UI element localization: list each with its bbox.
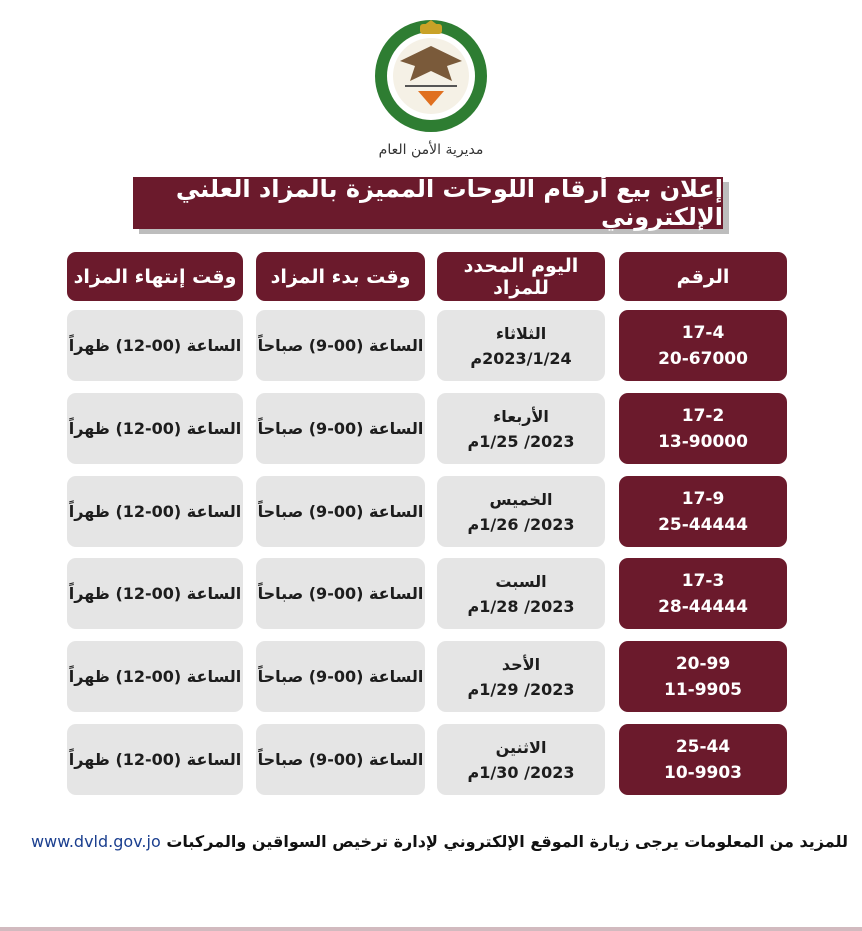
cell-date: 2023/ 1/30م (467, 762, 575, 782)
auction-day-cell: السبت 2023/ 1/28م (437, 558, 605, 629)
bottom-divider (0, 927, 862, 931)
cell-end: الساعة (00-12) ظهراً (68, 667, 242, 686)
header-auction-day: اليوم المحدد للمزاد (437, 252, 605, 301)
start-time-cell: الساعة (00-9) صباحاً (256, 558, 425, 629)
cell-start: الساعة (00-9) صباحاً (257, 336, 424, 355)
cell-end: الساعة (00-12) ظهراً (68, 584, 242, 603)
auction-day-cell: الأربعاء 2023/ 1/25م (437, 393, 605, 464)
cell-num2: 20-67000 (658, 348, 748, 369)
cell-day: الثلاثاء (495, 323, 547, 343)
cell-day: الأحد (501, 654, 541, 674)
plate-number-cell: 17-4 20-67000 (619, 310, 787, 381)
cell-start: الساعة (00-9) صباحاً (257, 419, 424, 438)
start-time-cell: الساعة (00-9) صباحاً (256, 310, 425, 381)
cell-end: الساعة (00-12) ظهراً (68, 502, 242, 521)
plate-number-cell: 25-44 10-9903 (619, 724, 787, 795)
end-time-cell: الساعة (00-12) ظهراً (67, 476, 243, 547)
end-time-cell: الساعة (00-12) ظهراً (67, 641, 243, 712)
start-time-cell: الساعة (00-9) صباحاً (256, 641, 425, 712)
cell-num2: 13-90000 (658, 431, 748, 452)
start-time-cell: الساعة (00-9) صباحاً (256, 476, 425, 547)
cell-date: 2023/1/24م (470, 348, 572, 368)
footer-note: للمزيد من المعلومات يرجى زيارة الموقع ال… (14, 832, 848, 851)
page-title: إعلان بيع أرقام اللوحات المميزة بالمزاد … (133, 175, 723, 231)
end-time-cell: الساعة (00-12) ظهراً (67, 558, 243, 629)
cell-num1: 25-44 (675, 736, 731, 757)
end-time-cell: الساعة (00-12) ظهراً (67, 310, 243, 381)
cell-num1: 17-4 (681, 322, 725, 343)
cell-num1: 20-99 (675, 653, 731, 674)
cell-day: الخميس (489, 489, 553, 509)
start-time-cell: الساعة (00-9) صباحاً (256, 393, 425, 464)
cell-date: 2023/ 1/25م (467, 431, 575, 451)
cell-day: السبت (495, 571, 547, 591)
cell-day: الاثنين (495, 737, 547, 757)
logo-caption: مديرية الأمن العام (379, 140, 484, 158)
cell-num2: 25-44444 (658, 514, 748, 535)
cell-date: 2023/ 1/28م (467, 596, 575, 616)
auction-day-cell: الأحد 2023/ 1/29م (437, 641, 605, 712)
cell-day: الأربعاء (493, 406, 549, 426)
cell-end: الساعة (00-12) ظهراً (68, 419, 242, 438)
cell-start: الساعة (00-9) صباحاً (257, 502, 424, 521)
website-link[interactable]: www.dvld.gov.jo (31, 832, 161, 851)
header-end-time: وقت إنتهاء المزاد (67, 252, 243, 301)
cell-num2: 10-9903 (663, 762, 743, 783)
cell-start: الساعة (00-9) صباحاً (257, 584, 424, 603)
auction-day-cell: الخميس 2023/ 1/26م (437, 476, 605, 547)
cell-num1: 17-2 (681, 405, 725, 426)
plate-number-cell: 17-3 28-44444 (619, 558, 787, 629)
public-security-emblem-logo: مديرية الأمن العام (375, 20, 487, 158)
end-time-cell: الساعة (00-12) ظهراً (67, 724, 243, 795)
cell-num2: 28-44444 (658, 596, 748, 617)
header-start-time: وقت بدء المزاد (256, 252, 425, 301)
cell-date: 2023/ 1/26م (467, 514, 575, 534)
cell-num1: 17-3 (681, 570, 725, 591)
cell-end: الساعة (00-12) ظهراً (68, 750, 242, 769)
cell-start: الساعة (00-9) صباحاً (257, 750, 424, 769)
plate-number-cell: 17-2 13-90000 (619, 393, 787, 464)
plate-number-cell: 20-99 11-9905 (619, 641, 787, 712)
cell-num2: 11-9905 (663, 679, 743, 700)
plate-number-cell: 17-9 25-44444 (619, 476, 787, 547)
auction-day-cell: الثلاثاء 2023/1/24م (437, 310, 605, 381)
start-time-cell: الساعة (00-9) صباحاً (256, 724, 425, 795)
cell-date: 2023/ 1/29م (467, 679, 575, 699)
cell-num1: 17-9 (681, 488, 725, 509)
end-time-cell: الساعة (00-12) ظهراً (67, 393, 243, 464)
header-number: الرقم (619, 252, 787, 301)
cell-start: الساعة (00-9) صباحاً (257, 667, 424, 686)
auction-day-cell: الاثنين 2023/ 1/30م (437, 724, 605, 795)
cell-end: الساعة (00-12) ظهراً (68, 336, 242, 355)
footer-text: للمزيد من المعلومات يرجى زيارة الموقع ال… (166, 832, 848, 851)
